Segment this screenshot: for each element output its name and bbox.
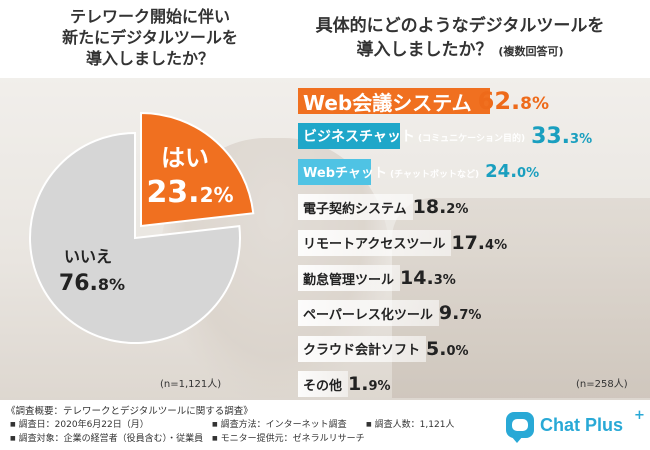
right-sample-size: (n=258人) (576, 379, 628, 390)
right-title-note: (複数回答可) (498, 45, 564, 58)
left-sample-size: (n=1,121人) (160, 379, 222, 390)
bar-category-note: (コミュニケーション目的) (414, 134, 526, 145)
bar (298, 123, 400, 150)
bar-value-label: 17.4% (451, 231, 508, 254)
pie-value-no: 76.8% (59, 271, 125, 296)
bar-row: 電子契約システム 18.2% (298, 194, 469, 221)
bar-category-label: Web会議システム (303, 90, 472, 115)
survey-target: 調査対象：企業の経営者（役員含む）・従業員 (10, 431, 204, 444)
survey-heading: 《調査概要：テレワークとデジタルツールに関する調査》 (6, 406, 253, 417)
bar-row: ビジネスチャット (コミュニケーション目的) 33.3% (298, 123, 593, 150)
bar (298, 194, 413, 221)
survey-date: 調査日：2020年6月22日（月） (10, 417, 149, 430)
survey-count: 調査人数：1,121人 (366, 417, 455, 430)
right-question-title: 具体的にどのようなデジタルツールを 導入しましたか？ (複数回答可) (300, 14, 620, 64)
pie-chart: はい 23.2% いいえ 76.8% (29, 111, 255, 344)
bar-row: クラウド会計ソフト 5.0% (298, 335, 469, 362)
bar-value-label: 33.3% (531, 123, 593, 149)
bar (298, 371, 349, 398)
logo-plus: + (634, 408, 645, 423)
bar (298, 265, 401, 291)
bar-chart: Web会議システム 62.8% ビジネスチャット (コミュニケーション目的) 33.3… (298, 87, 648, 398)
bar-row: Web会議システム 62.8% (298, 87, 550, 115)
survey-method: 調査方法：インターネット調査 (212, 417, 347, 430)
bar-category-label: Webチャット (チャットボットなど) (303, 166, 480, 182)
bar-category-note: (チャットボットなど) (386, 170, 480, 181)
bar (298, 229, 452, 256)
bar-value-label: 14.3% (400, 267, 456, 289)
bar-category-label: クラウド会計ソフト (303, 343, 421, 359)
bar (298, 158, 372, 185)
pie-label-no: いいえ (64, 247, 112, 266)
bar-category-label: 勤怠管理ツール (303, 272, 395, 288)
left-title-line: 新たにデジタルツールを (62, 28, 238, 47)
bar-row: ペーパーレス化ツール 9.7% (298, 300, 482, 327)
bar-category-label: 電子契約システム (303, 201, 407, 217)
pie-value-yes: 23.2% (146, 175, 233, 210)
left-title-line: 導入しましたか？ (85, 49, 214, 68)
bar (298, 300, 439, 327)
bar-row: Webチャット (チャットボットなど) 24.0% (298, 158, 540, 185)
bar-category-label: ペーパーレス化ツール (303, 307, 433, 323)
bar-value-label: 18.2% (412, 196, 469, 219)
bar (298, 88, 490, 114)
bar-category-label: ビジネスチャット (コミュニケーション目的) (303, 129, 526, 146)
bar (298, 335, 427, 362)
right-title-line: 導入しましたか？ (356, 40, 493, 60)
bar-category-label: リモートアクセスツール (303, 237, 446, 253)
bar-value-label: 24.0% (485, 161, 540, 183)
pie-slice-no (29, 131, 241, 344)
left-title-line: テレワーク開始に伴い (69, 7, 230, 26)
right-title-line: 具体的にどのようなデジタルツールを (315, 16, 605, 36)
pie-label-yes: はい (161, 144, 209, 172)
bar-row: 勤怠管理ツール 14.3% (298, 265, 456, 291)
bar-row: その他 1.9% (298, 371, 391, 398)
bar-value-label: 62.8% (477, 87, 550, 115)
bar-row: リモートアクセスツール 17.4% (298, 229, 508, 256)
bar-value-label: 5.0% (426, 337, 469, 360)
survey-monitor: モニター提供元：ゼネラルリサーチ (212, 431, 365, 444)
left-question-title: テレワーク開始に伴い 新たにデジタルツールを 導入しましたか？ (30, 6, 270, 69)
bar-value-label: 9.7% (438, 302, 482, 325)
pie-slice-yes (140, 111, 255, 228)
survey-footer: 《調査概要：テレワークとデジタルツールに関する調査》 調査日：2020年6月22… (0, 400, 650, 450)
logo-text: Chat Plus (540, 415, 624, 435)
chatplus-logo: Chat Plus + (506, 408, 646, 444)
bar-value-label: 1.9% (348, 373, 391, 396)
bar-category-label: その他 (303, 378, 343, 394)
chat-bubble-icon (506, 412, 534, 443)
